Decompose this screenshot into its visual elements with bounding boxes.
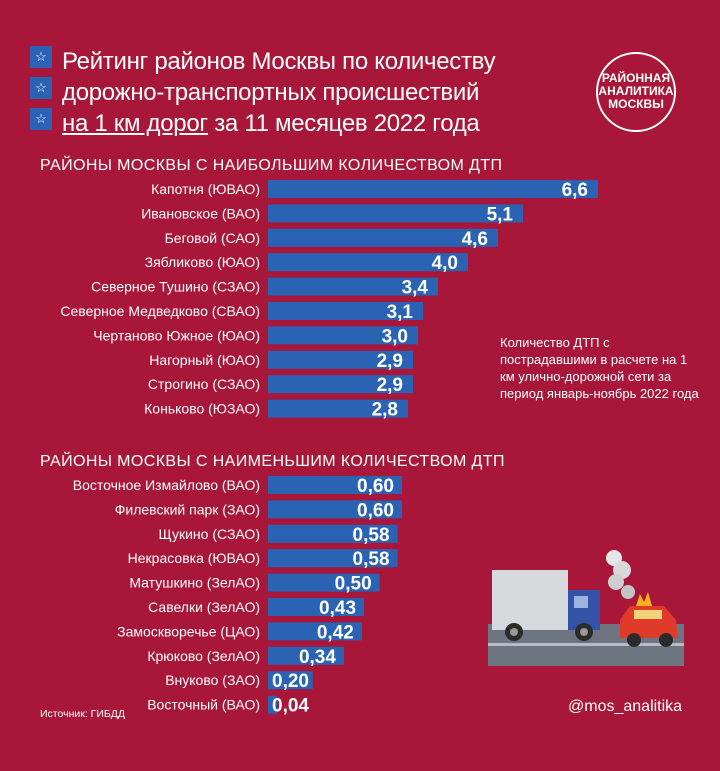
category-label: Восточное Измайлово (ВАО) [73, 477, 260, 493]
value-label: 0,60 [357, 500, 394, 521]
value-label: 2,8 [372, 400, 398, 421]
value-label: 2,9 [377, 351, 403, 372]
star-icon: ☆ [30, 108, 52, 130]
category-label: Матушкино (ЗелАО) [129, 575, 260, 591]
category-label: Некрасовка (ЮВАО) [128, 550, 260, 566]
value-label: 3,0 [382, 326, 408, 347]
value-label: 0,50 [335, 574, 372, 595]
value-label: 0,34 [299, 647, 336, 668]
category-label: Савелки (ЗелАО) [148, 599, 260, 615]
bar [268, 302, 423, 320]
bar [268, 277, 438, 296]
category-label: Ивановское (ВАО) [141, 205, 260, 221]
category-label: Строгино (СЗАО) [148, 376, 260, 392]
star-column: ☆ ☆ ☆ [30, 46, 52, 139]
category-label: Коньково (ЮЗАО) [144, 401, 260, 417]
value-label: 4,6 [462, 229, 488, 250]
bar [268, 500, 402, 519]
bar [268, 598, 365, 616]
title-line-1: Рейтинг районов Москвы по количеству [62, 48, 496, 75]
bar [268, 228, 498, 247]
bar [268, 549, 398, 568]
title-line-2: дорожно-транспортных происшествий [62, 79, 480, 106]
bar [268, 375, 413, 394]
value-label: 3,1 [387, 302, 414, 323]
logo: РАЙОННАЯ АНАЛИТИКА МОСКВЫ [596, 52, 676, 132]
value-label: 0,04 [272, 696, 309, 717]
category-label: Внуково (ЗАО) [165, 672, 260, 688]
value-label: 5,1 [487, 204, 514, 225]
category-label: Чертаново Южное (ЮАО) [93, 327, 260, 343]
value-label: 3,4 [402, 278, 429, 299]
star-icon: ☆ [30, 46, 52, 68]
bar [268, 671, 313, 690]
page-title: Рейтинг районов Москвы по количеству дор… [62, 46, 582, 139]
category-label: Щукино (СЗАО) [159, 526, 260, 542]
section-title-top: РАЙОНЫ МОСКВЫ С НАИБОЛЬШИМ КОЛИЧЕСТВОМ Д… [40, 157, 503, 174]
chart-top: Капотня (ЮВАО) 6,6 Ивановское (ВАО) 5,1 Бего… [60, 180, 598, 421]
title-rest: за 11 месяцев 2022 года [207, 110, 480, 137]
bar [268, 573, 380, 592]
category-label: Северное Медведково (СВАО) [60, 303, 260, 319]
title-line-3: на 1 км дорог за 11 месяцев 2022 года [62, 108, 582, 139]
title-underlined: на 1 км дорог [62, 110, 208, 137]
value-label: 0,43 [319, 598, 356, 619]
bar [268, 326, 418, 345]
value-label: 0,58 [353, 525, 390, 546]
star-icon: ☆ [30, 77, 52, 99]
category-label: Северное Тушино (СЗАО) [91, 279, 260, 295]
bar [268, 695, 277, 714]
bar [268, 524, 398, 543]
section-title-bottom: РАЙОНЫ МОСКВЫ С НАИМЕНЬШИМ КОЛИЧЕСТВОМ Д… [40, 453, 505, 470]
category-label: Замоскворечье (ЦАО) [117, 623, 260, 639]
value-label: 4,0 [432, 253, 458, 274]
category-label: Крюково (ЗелАО) [147, 648, 260, 664]
value-label: 6,6 [562, 180, 588, 201]
value-label: 0,20 [272, 671, 309, 692]
value-label: 0,58 [353, 549, 390, 570]
bar [268, 476, 402, 494]
category-label: Капотня (ЮВАО) [151, 181, 260, 197]
value-label: 2,9 [377, 375, 403, 396]
category-label: Филевский парк (ЗАО) [115, 501, 260, 517]
bar [268, 399, 408, 418]
value-label: 0,60 [357, 476, 394, 497]
bar [268, 253, 468, 272]
bar [268, 180, 598, 198]
bar [268, 204, 523, 223]
chart-note: Количество ДТП с пострадавшими в расчете… [500, 335, 699, 401]
social-handle: @mos_analitika [568, 698, 683, 715]
truck-car-crash-illustration [488, 550, 684, 666]
source-note: Источник: ГИБДД [40, 708, 126, 720]
chart-bottom: Восточное Измайлово (ВАО) 0,60 Филевский п… [73, 476, 402, 717]
category-label: Беговой (САО) [165, 230, 260, 246]
bar [268, 646, 344, 665]
value-label: 0,42 [317, 622, 354, 643]
bar [268, 350, 413, 369]
category-label: Восточный (ВАО) [147, 697, 260, 713]
category-label: Зябликово (ЮАО) [145, 254, 260, 270]
bar [268, 622, 362, 641]
category-label: Нагорный (ЮАО) [149, 352, 260, 368]
